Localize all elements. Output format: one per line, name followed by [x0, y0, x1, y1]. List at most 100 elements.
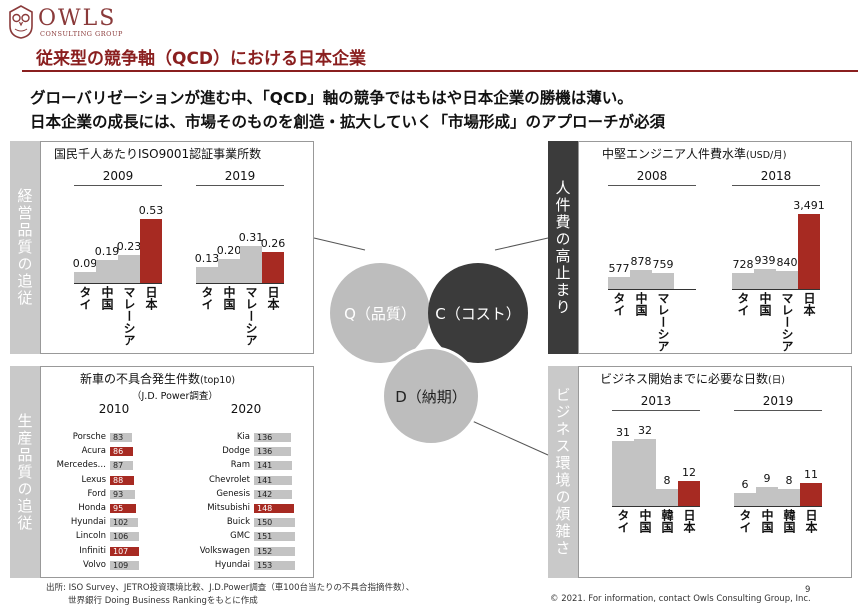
data-label: 0.13 [194, 252, 220, 266]
hbar: 86 [110, 447, 134, 457]
hbar: 83 [110, 433, 133, 442]
year-label: 2008 [636, 169, 668, 183]
row-label: Dodge [222, 446, 250, 457]
bar [218, 259, 240, 283]
bar [778, 489, 800, 506]
bar [754, 268, 776, 289]
bar [196, 267, 218, 283]
chart-car-defects: 新車の不具合発生件数(top10) （J.D. Power調査） 2010 Por… [40, 366, 314, 578]
bar [776, 270, 798, 289]
chart-iso9001: 国民千人あたりISO9001認証事業所数 2009 0.09 タイ 0.19 中国 0.2… [40, 141, 314, 354]
bar [262, 251, 284, 283]
chart-engineer-cost-title: 中堅エンジニア人件費水準 [602, 147, 747, 161]
year-label: 2009 [102, 169, 134, 183]
x-axis [734, 506, 822, 507]
hbar: 87 [110, 461, 134, 471]
category-label: 中国 [638, 509, 652, 533]
year-rule [732, 185, 820, 186]
year-rule [608, 185, 696, 186]
year-label: 2013 [640, 394, 672, 408]
row-label: Genesis [216, 488, 250, 499]
bar [798, 213, 820, 289]
row-label: Mitsubishi [207, 503, 250, 513]
year-label: 2019 [762, 394, 794, 408]
bar [240, 245, 262, 283]
category-label: タイ [200, 286, 214, 310]
owl-logo-icon [9, 5, 33, 39]
data-label: 878 [630, 255, 652, 269]
hbar: 102 [110, 518, 138, 528]
data-label: 0.53 [138, 204, 164, 218]
circle-quality: Q（品質） [330, 263, 430, 363]
category-label: タイ [78, 286, 92, 310]
data-label: 728 [732, 258, 754, 272]
hbar: 107 [110, 546, 139, 556]
x-axis [74, 283, 162, 284]
year-rule [196, 185, 284, 186]
category-label: 韓国 [782, 509, 796, 533]
logo-name: OWLS [38, 6, 117, 31]
category-label: 中国 [222, 286, 236, 310]
data-label: 31 [616, 425, 630, 439]
data-label: 3,491 [793, 198, 825, 212]
year-rule [612, 410, 700, 411]
chart-business-start-title: ビジネス開始までに必要な日数 [600, 372, 769, 386]
row-label: Infiniti [79, 545, 106, 556]
x-axis [196, 283, 284, 284]
logo-subtitle: CONSULTING GROUP [40, 30, 123, 38]
hbar: 136 [254, 433, 291, 442]
bar [74, 272, 96, 283]
title-rule [22, 70, 858, 72]
row-label: Volvo [83, 559, 106, 570]
data-label: 11 [804, 467, 818, 481]
data-label: 0.19 [94, 245, 120, 259]
x-axis [612, 506, 700, 507]
circle-delivery: D（納期） [381, 346, 481, 446]
lead-line-1: グローバリゼーションが進む中、「QCD」軸の競争ではもはや日本企業の勝機は薄い。 [30, 89, 633, 107]
chart-car-defects-title-wrap: 新車の不具合発生件数(top10) [80, 370, 235, 387]
hbar: 142 [254, 489, 293, 499]
category-label: マレーシア [780, 292, 794, 352]
category-label: 日本 [682, 509, 696, 533]
hbar: 88 [110, 475, 134, 485]
hbar: 148 [254, 504, 294, 513]
hbar: 151 [254, 532, 295, 542]
bar [96, 260, 118, 283]
data-label: 0.23 [116, 240, 142, 254]
chart-engineer-cost-unit: (USD/月) [746, 150, 787, 161]
bar [140, 219, 162, 283]
bar [630, 270, 652, 289]
hbar: 109 [110, 560, 140, 570]
category-label: タイ [738, 509, 752, 533]
x-axis [608, 289, 696, 290]
sidebar-labor-cost: 人件費の高止まり [548, 141, 578, 354]
data-label: 0.09 [72, 257, 98, 271]
data-label: 0.31 [238, 230, 264, 244]
chart-engineer-cost-title-wrap: 中堅エンジニア人件費水準(USD/月) [602, 145, 786, 162]
panel-car-defects [40, 366, 314, 578]
bar [732, 273, 754, 289]
hbar: 93 [110, 489, 136, 499]
row-label: Porsche [72, 432, 106, 442]
page-number: 9 [805, 585, 811, 595]
row-label: Lexus [81, 474, 106, 485]
row-label: Chevrolet [208, 474, 250, 485]
sidebar-production-quality: 生産品質の追従 [10, 366, 40, 578]
category-label: タイ [612, 292, 626, 316]
category-label: マレーシア [244, 286, 258, 346]
chart-engineer-cost: 中堅エンジニア人件費水準(USD/月) 2008 577 タイ 878 中国 759 マレー… [578, 141, 852, 354]
hbar: 136 [254, 447, 291, 457]
year-label: 2010 [98, 402, 130, 416]
panel-iso9001 [40, 141, 314, 354]
bar [800, 482, 822, 506]
data-label: 939 [754, 253, 776, 267]
year-label: 2019 [224, 169, 256, 183]
category-label: 中国 [100, 286, 114, 310]
row-label: GMC [230, 531, 250, 542]
row-label: Lincoln [75, 531, 106, 542]
year-label: 2018 [760, 169, 792, 183]
bar [656, 489, 678, 506]
lead-line-2: 日本企業の成長には、市場そのものを創造・拡大していく「市場形成」のアプローチが必… [30, 113, 666, 131]
bar [118, 255, 140, 283]
data-label: 8 [663, 474, 671, 488]
